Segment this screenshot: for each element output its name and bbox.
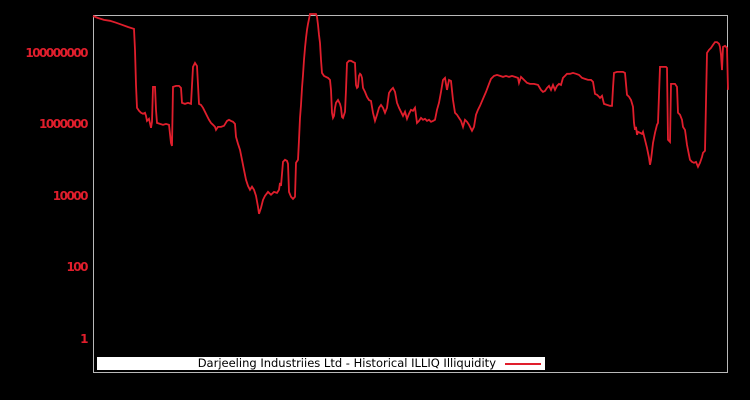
y-tick-label: 100 [66, 260, 88, 275]
y-tick-label: 10000 [52, 188, 89, 203]
legend-line-sample-icon [505, 362, 541, 365]
plot-frame [93, 15, 728, 373]
legend-label: Darjeeling Industriies Ltd - Historical … [197, 355, 496, 370]
legend: Darjeeling Industriies Ltd - Historical … [97, 357, 545, 370]
y-tick-label: 1000000 [39, 117, 88, 132]
y-tick-label: 1 [80, 331, 88, 346]
y-tick-label: 100000000 [25, 45, 88, 60]
illiquidity-line [92, 13, 729, 215]
